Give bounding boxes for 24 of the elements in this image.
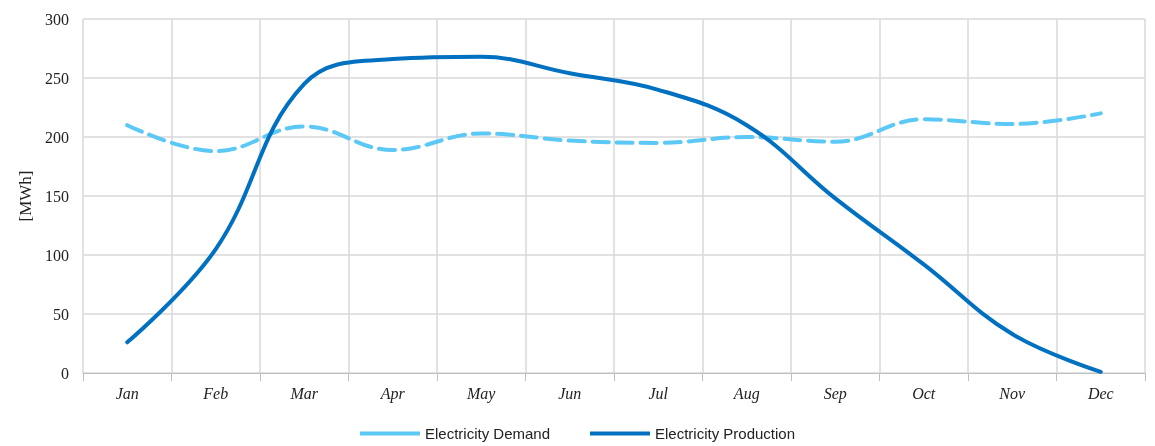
y-tick-label: 250 bbox=[45, 69, 69, 87]
y-tick-label: 300 bbox=[45, 10, 69, 28]
x-tick-label: Jan bbox=[115, 384, 139, 402]
line-series bbox=[125, 111, 1103, 154]
y-tick-label: 0 bbox=[61, 364, 69, 382]
x-tick-label: Feb bbox=[202, 384, 229, 402]
y-axis-title: [MWh] bbox=[16, 170, 36, 222]
x-tick-label: Sep bbox=[823, 384, 847, 403]
x-tick-label: Oct bbox=[912, 384, 936, 402]
legend-label: Electricity Demand bbox=[424, 425, 550, 442]
line-series bbox=[125, 54, 1103, 374]
y-tick-label: 50 bbox=[53, 305, 69, 323]
y-tick-label: 150 bbox=[45, 187, 69, 205]
y-tick-label: 100 bbox=[45, 246, 69, 264]
y-tick-label: 200 bbox=[45, 128, 69, 146]
x-tick-label: Nov bbox=[998, 384, 1027, 402]
x-tick-label: Apr bbox=[379, 384, 406, 403]
x-tick-label: Aug bbox=[732, 384, 760, 403]
x-tick-label: Jun bbox=[558, 384, 582, 402]
x-tick-label: May bbox=[466, 384, 497, 403]
x-tick-label: Mar bbox=[289, 384, 319, 402]
x-tick-label: Jul bbox=[648, 384, 669, 402]
x-tick-label: Dec bbox=[1086, 384, 1114, 402]
legend-label: Electricity Production bbox=[654, 425, 796, 442]
